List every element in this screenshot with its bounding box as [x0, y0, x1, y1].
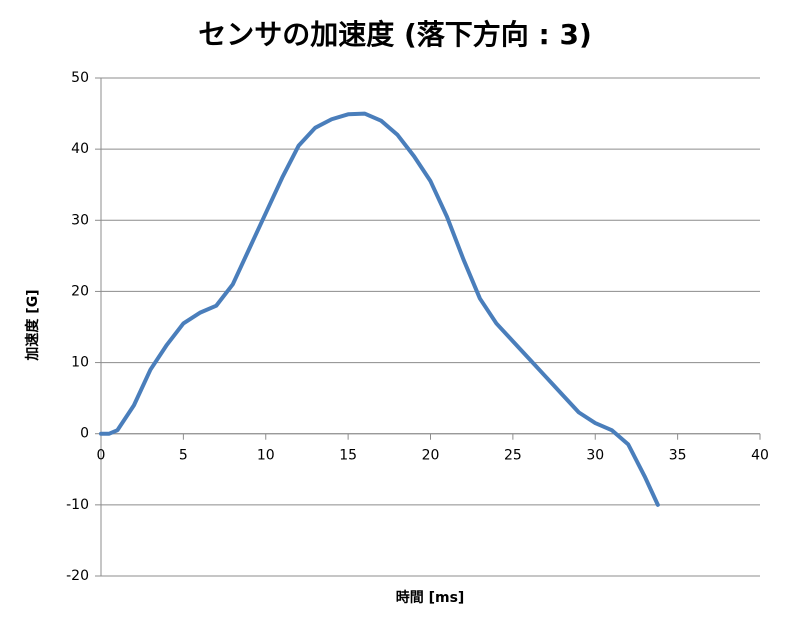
x-tick-label: 5 [179, 448, 188, 464]
x-tick-label: 10 [257, 448, 275, 464]
y-tick-label: 20 [71, 283, 89, 299]
y-tick-label: 10 [71, 355, 89, 371]
x-tick-label: 40 [751, 448, 769, 464]
x-axis-label: 時間 [ms] [396, 589, 465, 606]
x-tick-label: 20 [422, 448, 440, 464]
chart-title: センサの加速度 (落下方向 : 3) [198, 18, 592, 51]
y-tick-label: 30 [71, 212, 89, 228]
y-tick-label: 50 [71, 70, 89, 86]
y-tick-label: -10 [66, 497, 89, 513]
x-tick-label: 15 [339, 448, 357, 464]
y-tick-label: 40 [71, 141, 89, 157]
x-tick-label: 0 [97, 448, 106, 464]
y-tick-label: 0 [80, 426, 89, 442]
x-tick-label: 35 [669, 448, 687, 464]
data-line [99, 111, 660, 507]
x-tick-label: 30 [586, 448, 604, 464]
y-tick-label: -20 [66, 568, 89, 584]
x-tick-label: 25 [504, 448, 522, 464]
y-axis-label: 加速度 [G] [24, 289, 41, 361]
